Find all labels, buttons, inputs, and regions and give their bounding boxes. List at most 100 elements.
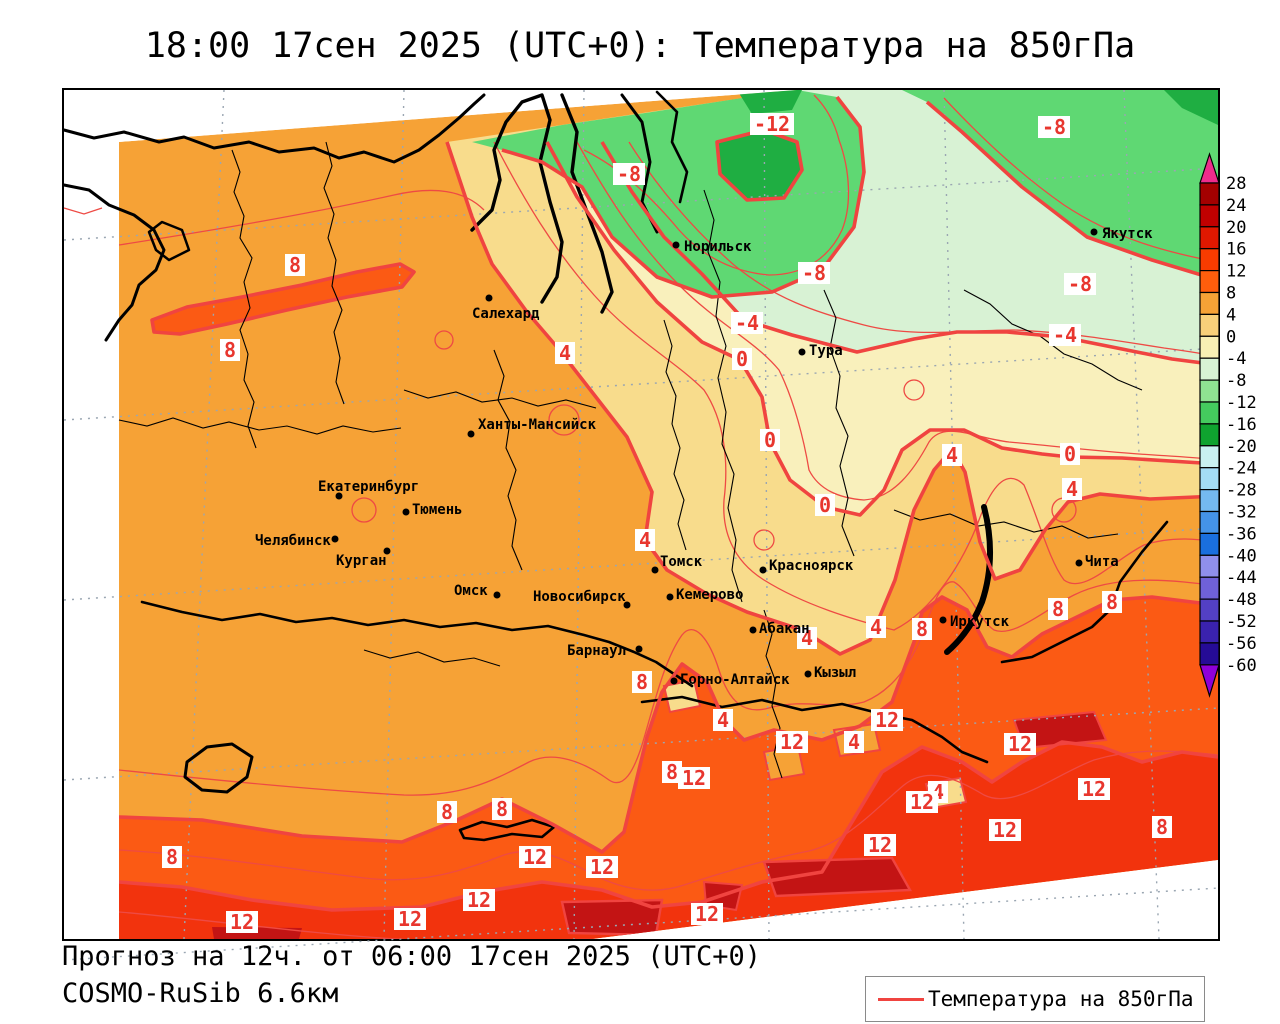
contour-label-text: -4: [735, 311, 759, 335]
city-dot: [493, 591, 501, 599]
city-dot: [759, 566, 767, 574]
city-marker: Абакан: [749, 621, 810, 637]
colorbar-box: [1199, 204, 1220, 228]
city-dot: [749, 626, 757, 634]
contour-label: 4: [866, 615, 886, 639]
city-marker: Горно-Алтайск: [670, 672, 790, 688]
contour-label: -4: [1049, 323, 1081, 347]
city-dot: [1090, 228, 1098, 236]
contour-label: 4: [844, 730, 864, 754]
city-label: Абакан: [759, 621, 810, 637]
city-label: Якутск: [1102, 226, 1153, 242]
contour-label-text: -12: [754, 112, 790, 136]
colorbar-tick-label: -8: [1226, 371, 1246, 391]
colorbar-tick-label: -36: [1226, 524, 1257, 544]
colorbar-box: [1199, 598, 1220, 622]
colorbar-tick-label: 8: [1226, 284, 1236, 304]
contour-label-text: 8: [166, 845, 178, 869]
contour-label: -8: [798, 261, 830, 285]
city-dot: [402, 508, 410, 516]
contour-label-text: 12: [590, 855, 614, 879]
city-marker: Кемерово: [666, 587, 743, 603]
coastline-yenisei: [655, 90, 689, 204]
contour-label-text: 12: [523, 845, 547, 869]
contour-label-text: -8: [802, 261, 826, 285]
contour-label: 12: [776, 730, 808, 754]
contour-label: 8: [285, 253, 305, 277]
thin-contour-outside: [63, 207, 103, 215]
contour-label-text: -8: [1042, 115, 1066, 139]
contour-label: 12: [226, 910, 258, 934]
contour-label-text: 4: [559, 341, 571, 365]
colorbar-box: [1199, 510, 1220, 534]
city-marker: Тура: [798, 343, 843, 359]
city-label: Челябинск: [255, 533, 331, 549]
contour-label-text: 12: [682, 766, 706, 790]
contour-label-text: 4: [848, 730, 860, 754]
city-marker: Кызыл: [804, 665, 856, 681]
legend-box: Температура на 850гПа: [865, 976, 1205, 1022]
temperature-field: [119, 90, 1218, 939]
city-dot: [485, 294, 493, 302]
city-dot: [635, 645, 643, 653]
colorbar-box: [1199, 401, 1220, 425]
contour-label-text: 0: [819, 493, 831, 517]
contour-label: 12: [519, 845, 551, 869]
contour-label: 12: [1078, 777, 1110, 801]
city-label: Кемерово: [676, 587, 743, 603]
contour-label: -4: [731, 311, 763, 335]
contour-label: 8: [1152, 815, 1172, 839]
contour-label-text: 12: [398, 907, 422, 931]
city-label: Горно-Алтайск: [680, 672, 790, 688]
contour-label: 8: [220, 338, 240, 362]
contour-label: 12: [586, 855, 618, 879]
colorbar-tick-label: -44: [1226, 568, 1257, 588]
colorbar-box: [1199, 291, 1220, 315]
colorbar-box: [1199, 445, 1220, 469]
contour-label: 8: [1048, 597, 1068, 621]
contour-label-text: 8: [666, 760, 678, 784]
contour-label: 12: [871, 708, 903, 732]
colorbar-box: [1199, 248, 1220, 272]
contour-label: 8: [437, 800, 457, 824]
city-dot: [331, 535, 339, 543]
blob-ural-8-12: [150, 262, 416, 336]
colorbar-tick-label: 28: [1226, 174, 1246, 194]
colorbar-box: [1199, 532, 1220, 556]
city-label: Новосибирск: [533, 589, 626, 605]
lake-northwest: [147, 220, 191, 262]
contour-label-text: 12: [910, 790, 934, 814]
contour-label-text: -4: [1053, 323, 1077, 347]
city-dot: [939, 616, 947, 624]
colorbar-tick-label: -40: [1226, 546, 1257, 566]
colorbar-box: [1199, 226, 1220, 250]
contour-label: 8: [632, 670, 652, 694]
contour-label: 4: [713, 708, 733, 732]
contour-label-text: 8: [496, 797, 508, 821]
colorbar-box: [1199, 182, 1220, 206]
contour-label: 12: [989, 818, 1021, 842]
contour-12: [119, 740, 1218, 912]
colorbar-box: [1199, 423, 1220, 447]
contour-label-text: 4: [870, 615, 882, 639]
colorbar-box: [1199, 357, 1220, 381]
contour-label-text: 12: [230, 910, 254, 934]
colorbar-tick-label: -48: [1226, 590, 1257, 610]
contour-label-text: 8: [1156, 815, 1168, 839]
contour-label: 8: [662, 760, 682, 784]
colorbar-box: [1199, 270, 1220, 294]
city-marker: Красноярск: [759, 558, 854, 574]
model-name: COSMO-RuSib 6.6км: [62, 978, 339, 1009]
coastline-yamal: [470, 93, 564, 304]
city-marker: Новосибирск: [533, 589, 631, 609]
contour-label-text: 0: [736, 347, 748, 371]
colorbar-box: [1199, 576, 1220, 600]
city-label: Ханты-Мансийск: [478, 417, 597, 433]
contour-label: -8: [613, 162, 645, 186]
contour-label: 4: [1062, 477, 1082, 501]
colorbar-box: [1199, 642, 1220, 666]
colorbar-tick-label: -60: [1226, 656, 1257, 676]
contour-label-text: 12: [1082, 777, 1106, 801]
